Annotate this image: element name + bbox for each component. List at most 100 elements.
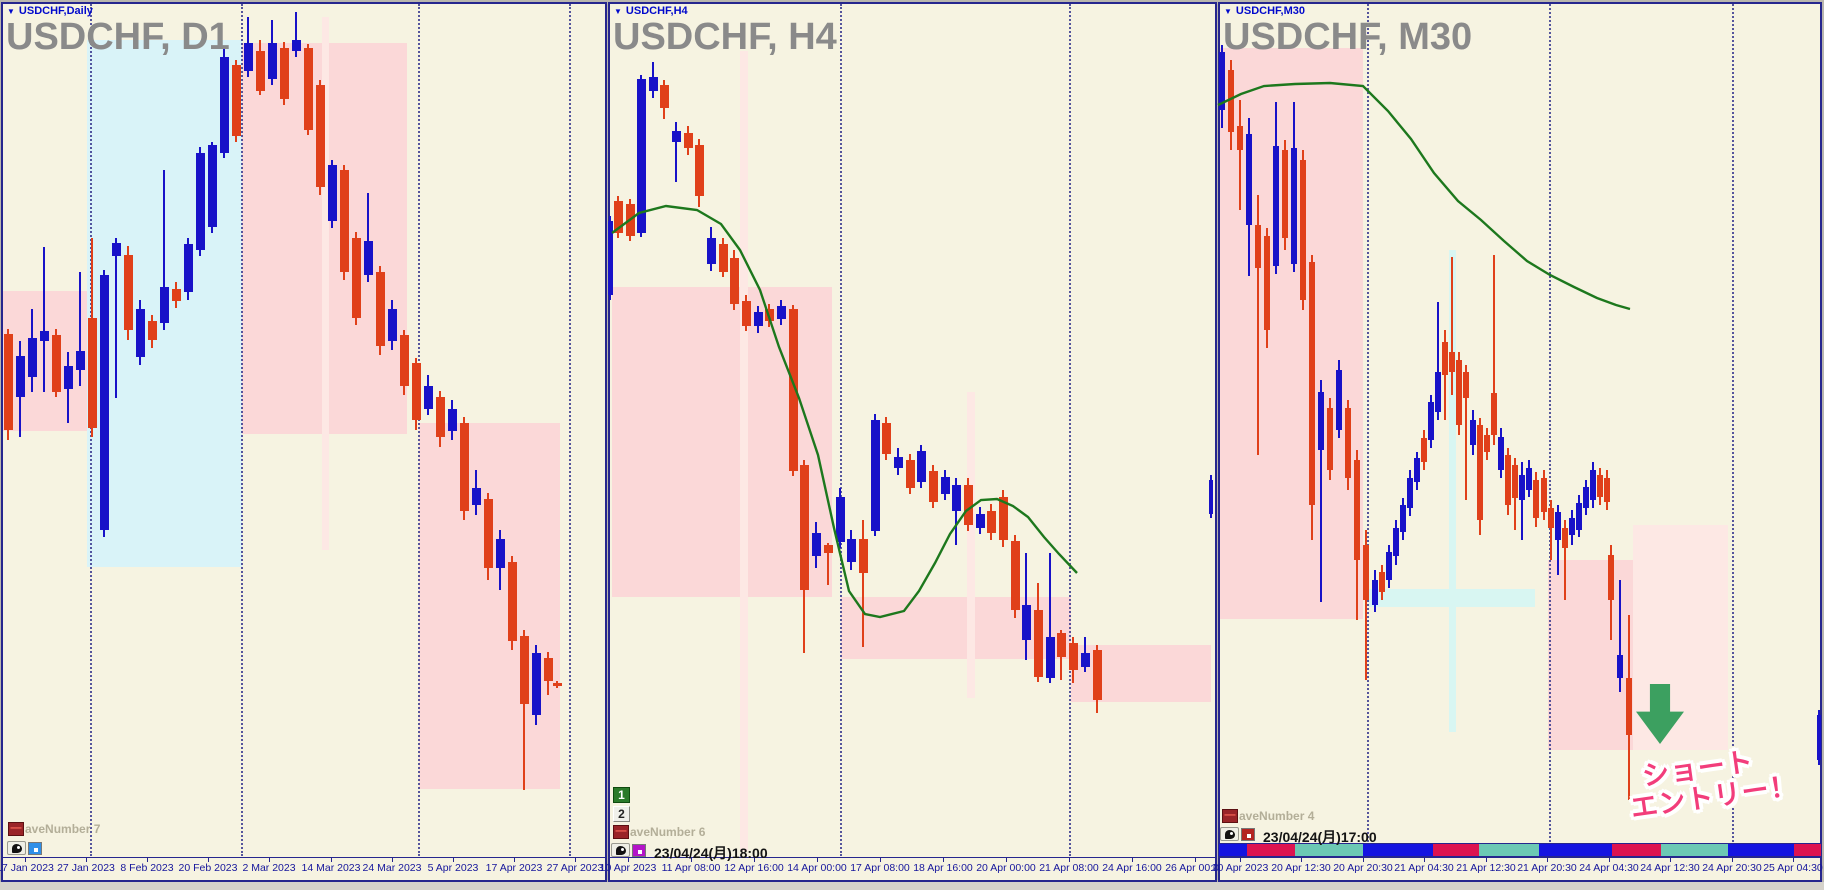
session-strip-segment [1661, 843, 1728, 857]
period-separator-line [418, 4, 420, 856]
session-strip-segment [1539, 843, 1612, 857]
time-axis-tick [1670, 858, 1671, 862]
time-axis-label: 21 Apr 04:30 [1394, 862, 1454, 874]
object-marker-button[interactable] [632, 844, 646, 857]
time-axis-tick [1424, 858, 1425, 862]
window-bottom-edge [0, 882, 1824, 890]
candle-wick [1437, 302, 1439, 420]
eye-icon[interactable] [7, 841, 26, 855]
highlight-zone-cyancross [1369, 589, 1535, 607]
candle [764, 309, 774, 321]
candle [1575, 503, 1583, 530]
time-axis-tick [25, 858, 26, 862]
chart-title-label[interactable]: ▼ USDCHF,M30 [1224, 5, 1305, 17]
collapse-indicator-button[interactable]: — [1222, 809, 1238, 823]
candle [1218, 52, 1226, 110]
quick-button-2[interactable]: 2 [613, 806, 630, 822]
candle [1344, 408, 1352, 478]
time-axis-label: 2 Mar 2023 [242, 862, 296, 874]
highlight-zone-pinklight [322, 17, 329, 550]
time-axis-tick [817, 858, 818, 862]
candle [1497, 437, 1505, 470]
candle [1227, 70, 1235, 132]
candle [1254, 225, 1262, 268]
candle [1378, 572, 1386, 592]
candle [928, 471, 938, 502]
marker-dot [34, 847, 38, 852]
candle [1547, 508, 1555, 528]
period-separator-line [241, 4, 243, 856]
candle [1326, 408, 1334, 470]
candle [846, 539, 856, 562]
time-axis-label: 5 Apr 2023 [427, 862, 479, 874]
candle [1385, 552, 1393, 580]
time-axis-tick [514, 858, 515, 862]
chart-symbol-period-text: USDCHF,M30 [1235, 5, 1305, 17]
candle [459, 423, 469, 511]
time-axis-line [3, 857, 605, 858]
candle [753, 312, 763, 326]
chart-dropdown-icon[interactable]: ▼ [7, 7, 15, 16]
chart-title-label[interactable]: ▼ USDCHF,H4 [614, 5, 688, 17]
candle [1817, 715, 1821, 760]
symbol-watermark: USDCHF, H4 [613, 16, 837, 58]
object-marker-button[interactable] [28, 842, 42, 855]
chart-title-label[interactable]: ▼ USDCHF,Daily [7, 5, 93, 17]
object-marker-button[interactable] [1241, 828, 1255, 841]
candle-wick [1465, 365, 1467, 500]
candle [279, 48, 289, 99]
candle [1511, 465, 1519, 498]
period-separator-line [1367, 4, 1369, 842]
candle-wick [79, 272, 81, 386]
session-strip-segment [1612, 843, 1661, 857]
candle [1490, 393, 1498, 435]
time-axis-label: 20 Apr 00:00 [976, 862, 1036, 874]
marker-dot [1247, 833, 1251, 838]
chart-symbol-period-text: USDCHF,H4 [625, 5, 688, 17]
time-axis-label: 17 Apr 2023 [485, 862, 543, 874]
candle-wick [1557, 505, 1559, 575]
candle [267, 43, 277, 79]
candle [1362, 545, 1370, 600]
time-axis-label: 18 Apr 16:00 [913, 862, 973, 874]
candle [231, 65, 241, 136]
chart-dropdown-icon[interactable]: ▼ [614, 7, 622, 16]
candle [75, 351, 85, 370]
candle [447, 409, 457, 431]
candle [671, 131, 681, 142]
candle [495, 539, 505, 568]
candle-wick [163, 170, 165, 330]
candle [1245, 134, 1253, 225]
time-axis-label: 8 Feb 2023 [120, 862, 174, 874]
quick-button-1[interactable]: 1 [613, 787, 630, 803]
candle [1392, 528, 1400, 556]
candle-wick [675, 122, 677, 182]
candle [683, 133, 693, 148]
candle [351, 238, 361, 318]
candle [1299, 160, 1307, 300]
candle [543, 658, 553, 681]
candle [195, 153, 205, 250]
eye-icon[interactable] [1220, 827, 1239, 841]
candle [111, 243, 121, 256]
collapse-indicator-button[interactable]: — [8, 822, 24, 836]
collapse-indicator-button[interactable]: — [613, 825, 629, 839]
eye-icon[interactable] [611, 843, 630, 857]
time-axis-tick [691, 858, 692, 862]
candle [1308, 262, 1316, 505]
candle [1010, 541, 1020, 610]
candle [1353, 460, 1361, 560]
time-axis-label: 21 Apr 08:00 [1039, 862, 1099, 874]
chart-dropdown-icon[interactable]: ▼ [1224, 7, 1232, 16]
candle [99, 275, 109, 530]
candle [255, 51, 265, 91]
candle [1272, 146, 1280, 266]
candle [291, 40, 301, 51]
candle [423, 386, 433, 409]
symbol-watermark: USDCHF, D1 [6, 16, 230, 58]
candle [1427, 402, 1435, 440]
candle [718, 244, 728, 272]
candle [1080, 653, 1090, 667]
period-separator-line [569, 4, 571, 856]
